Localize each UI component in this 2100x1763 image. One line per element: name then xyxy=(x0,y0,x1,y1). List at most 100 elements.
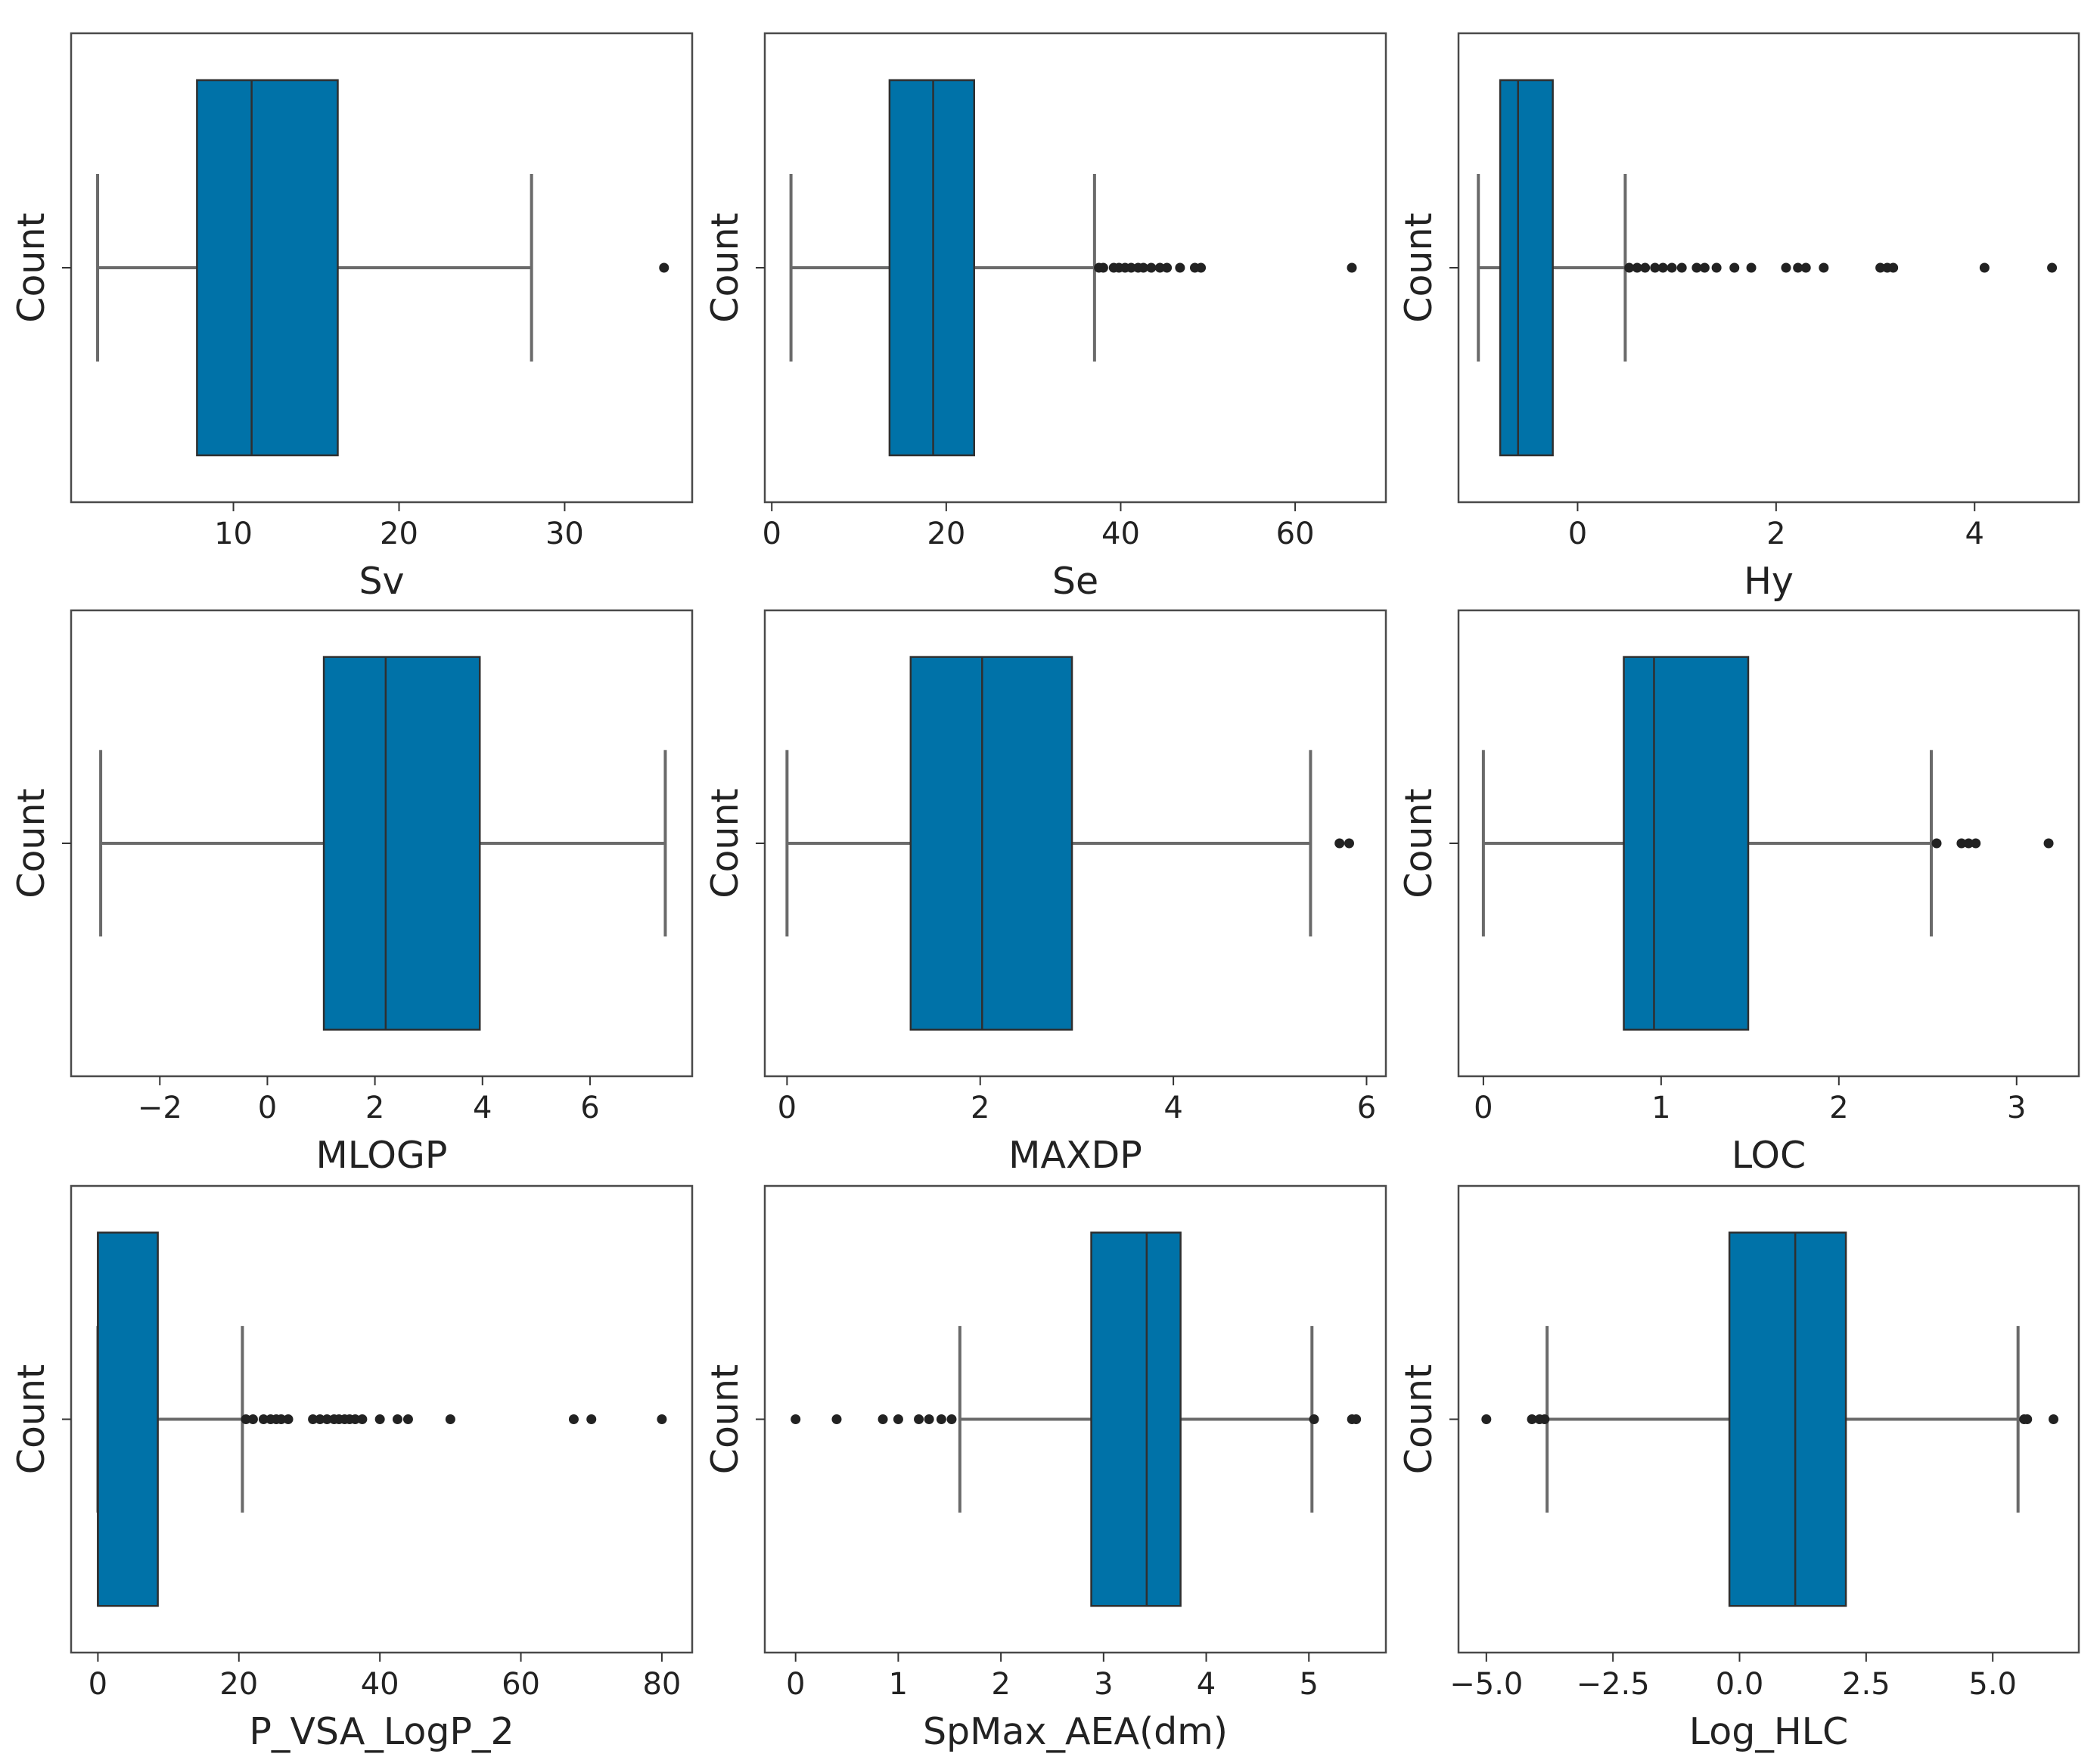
outlier-point xyxy=(946,1414,957,1424)
outlier-point xyxy=(357,1414,368,1424)
iqr-box xyxy=(1090,1231,1182,1607)
boxplot-panel-8: 0 1 2 3 4 5 SpMax_AEA(dm) Count xyxy=(704,1184,1387,1753)
iqr-box xyxy=(322,656,481,1031)
boxplot-panel-7: 0 20 40 60 80 P_VSA_LogP_2 Count xyxy=(10,1184,694,1753)
x-tick-label: 40 xyxy=(1101,517,1140,551)
outlier-point xyxy=(1691,262,1702,273)
outlier-point xyxy=(1711,262,1722,273)
outlier-point xyxy=(1344,838,1354,849)
x-axis-label: MAXDP xyxy=(1008,1134,1142,1177)
outlier-point xyxy=(1309,1414,1319,1424)
outlier-point xyxy=(445,1414,455,1424)
x-tick-label: 0 xyxy=(1568,517,1587,551)
y-axis-label: Count xyxy=(704,1364,747,1475)
outlier-point xyxy=(1650,262,1660,273)
outlier-point xyxy=(2049,1414,2059,1424)
x-tick-label: 4 xyxy=(1163,1091,1182,1125)
outlier-point xyxy=(1126,262,1136,273)
outlier-point xyxy=(247,1414,258,1424)
outlier-point xyxy=(1138,262,1148,273)
x-tick-label: 80 xyxy=(642,1667,681,1702)
iqr-box xyxy=(1623,656,1750,1031)
outlier-point xyxy=(893,1414,903,1424)
outlier-point xyxy=(1793,262,1803,273)
x-tick-label: 4 xyxy=(473,1091,492,1125)
outlier-point xyxy=(1154,262,1165,273)
x-tick-label: 6 xyxy=(1357,1091,1376,1125)
outlier-point xyxy=(831,1414,842,1424)
outlier-point xyxy=(659,262,669,273)
outlier-point xyxy=(1800,262,1811,273)
x-tick-label: 0.0 xyxy=(1716,1667,1764,1702)
outlier-point xyxy=(1699,262,1710,273)
outlier-point xyxy=(1527,1414,1537,1424)
outlier-point xyxy=(2043,838,2054,849)
outlier-point xyxy=(1334,838,1345,849)
x-tick-label: 2.5 xyxy=(1842,1667,1890,1702)
iqr-box xyxy=(97,1231,159,1607)
outlier-point xyxy=(1746,262,1757,273)
outlier-point xyxy=(1632,262,1642,273)
boxplot-panel-9: −5.0 −2.5 0.0 2.5 5.0 Log_HLC Count xyxy=(1397,1184,2080,1753)
outlier-point xyxy=(1175,262,1185,273)
x-tick-label: 0 xyxy=(89,1667,107,1702)
outlier-point xyxy=(1640,262,1651,273)
x-axis-label: MLOGP xyxy=(316,1134,448,1177)
outlier-point xyxy=(2022,1414,2033,1424)
outlier-point xyxy=(1539,1414,1550,1424)
x-tick-label: 4 xyxy=(1965,517,1984,551)
x-axis-label: Sv xyxy=(359,560,404,603)
boxplot-panel-3: 0 2 4 Hy Count xyxy=(1397,32,2080,603)
iqr-box xyxy=(1728,1231,1847,1607)
x-axis-label: Log_HLC xyxy=(1689,1710,1848,1753)
outlier-point xyxy=(1963,838,1974,849)
outlier-point xyxy=(322,1414,332,1424)
y-axis-label: Count xyxy=(10,1364,53,1475)
x-tick-label: 1 xyxy=(889,1667,908,1702)
x-tick-label: 6 xyxy=(580,1091,599,1125)
boxplot-panel-6: 0 1 2 3 LOC Count xyxy=(1397,609,2080,1177)
outlier-point xyxy=(1888,262,1899,273)
x-tick-label: 5 xyxy=(1299,1667,1318,1702)
outlier-point xyxy=(1657,262,1668,273)
outlier-point xyxy=(1971,838,1981,849)
outlier-point xyxy=(1676,262,1687,273)
y-axis-label: Count xyxy=(1397,1364,1440,1475)
outlier-point xyxy=(1481,1414,1492,1424)
x-tick-label: 3 xyxy=(1094,1667,1113,1702)
outlier-point xyxy=(1979,262,1990,273)
x-tick-label: 2 xyxy=(365,1091,384,1125)
x-tick-label: 2 xyxy=(1766,517,1785,551)
outlier-point xyxy=(241,1414,251,1424)
x-tick-label: 3 xyxy=(2007,1091,2026,1125)
iqr-box xyxy=(196,79,339,457)
outlier-point xyxy=(936,1414,946,1424)
outlier-point xyxy=(924,1414,934,1424)
outlier-point xyxy=(1146,262,1157,273)
outlier-point xyxy=(315,1414,325,1424)
x-tick-label: 20 xyxy=(219,1667,258,1702)
x-tick-label: −2 xyxy=(138,1091,182,1125)
x-tick-label: 60 xyxy=(502,1667,540,1702)
outlier-point xyxy=(1347,262,1357,273)
outlier-point xyxy=(1162,262,1173,273)
iqr-box xyxy=(1499,79,1554,457)
outlier-point xyxy=(308,1414,318,1424)
boxplot-panel-1: 10 20 30 Sv Count xyxy=(10,32,694,603)
x-tick-label: 1 xyxy=(1651,1091,1670,1125)
outlier-point xyxy=(1956,838,1967,849)
x-tick-label: 2 xyxy=(1829,1091,1848,1125)
y-axis-label: Count xyxy=(704,213,747,323)
x-tick-label: 0 xyxy=(778,1091,797,1125)
outlier-point xyxy=(276,1414,287,1424)
x-axis-label: Se xyxy=(1052,560,1098,603)
outlier-point xyxy=(2047,262,2058,273)
outlier-point xyxy=(283,1414,294,1424)
x-tick-label: 0 xyxy=(258,1091,277,1125)
y-axis-label: Count xyxy=(1397,788,1440,899)
x-tick-label: 20 xyxy=(380,517,418,551)
x-tick-label: 2 xyxy=(991,1667,1010,1702)
outlier-point xyxy=(657,1414,667,1424)
outlier-point xyxy=(258,1414,269,1424)
x-tick-label: 5.0 xyxy=(1968,1667,2017,1702)
